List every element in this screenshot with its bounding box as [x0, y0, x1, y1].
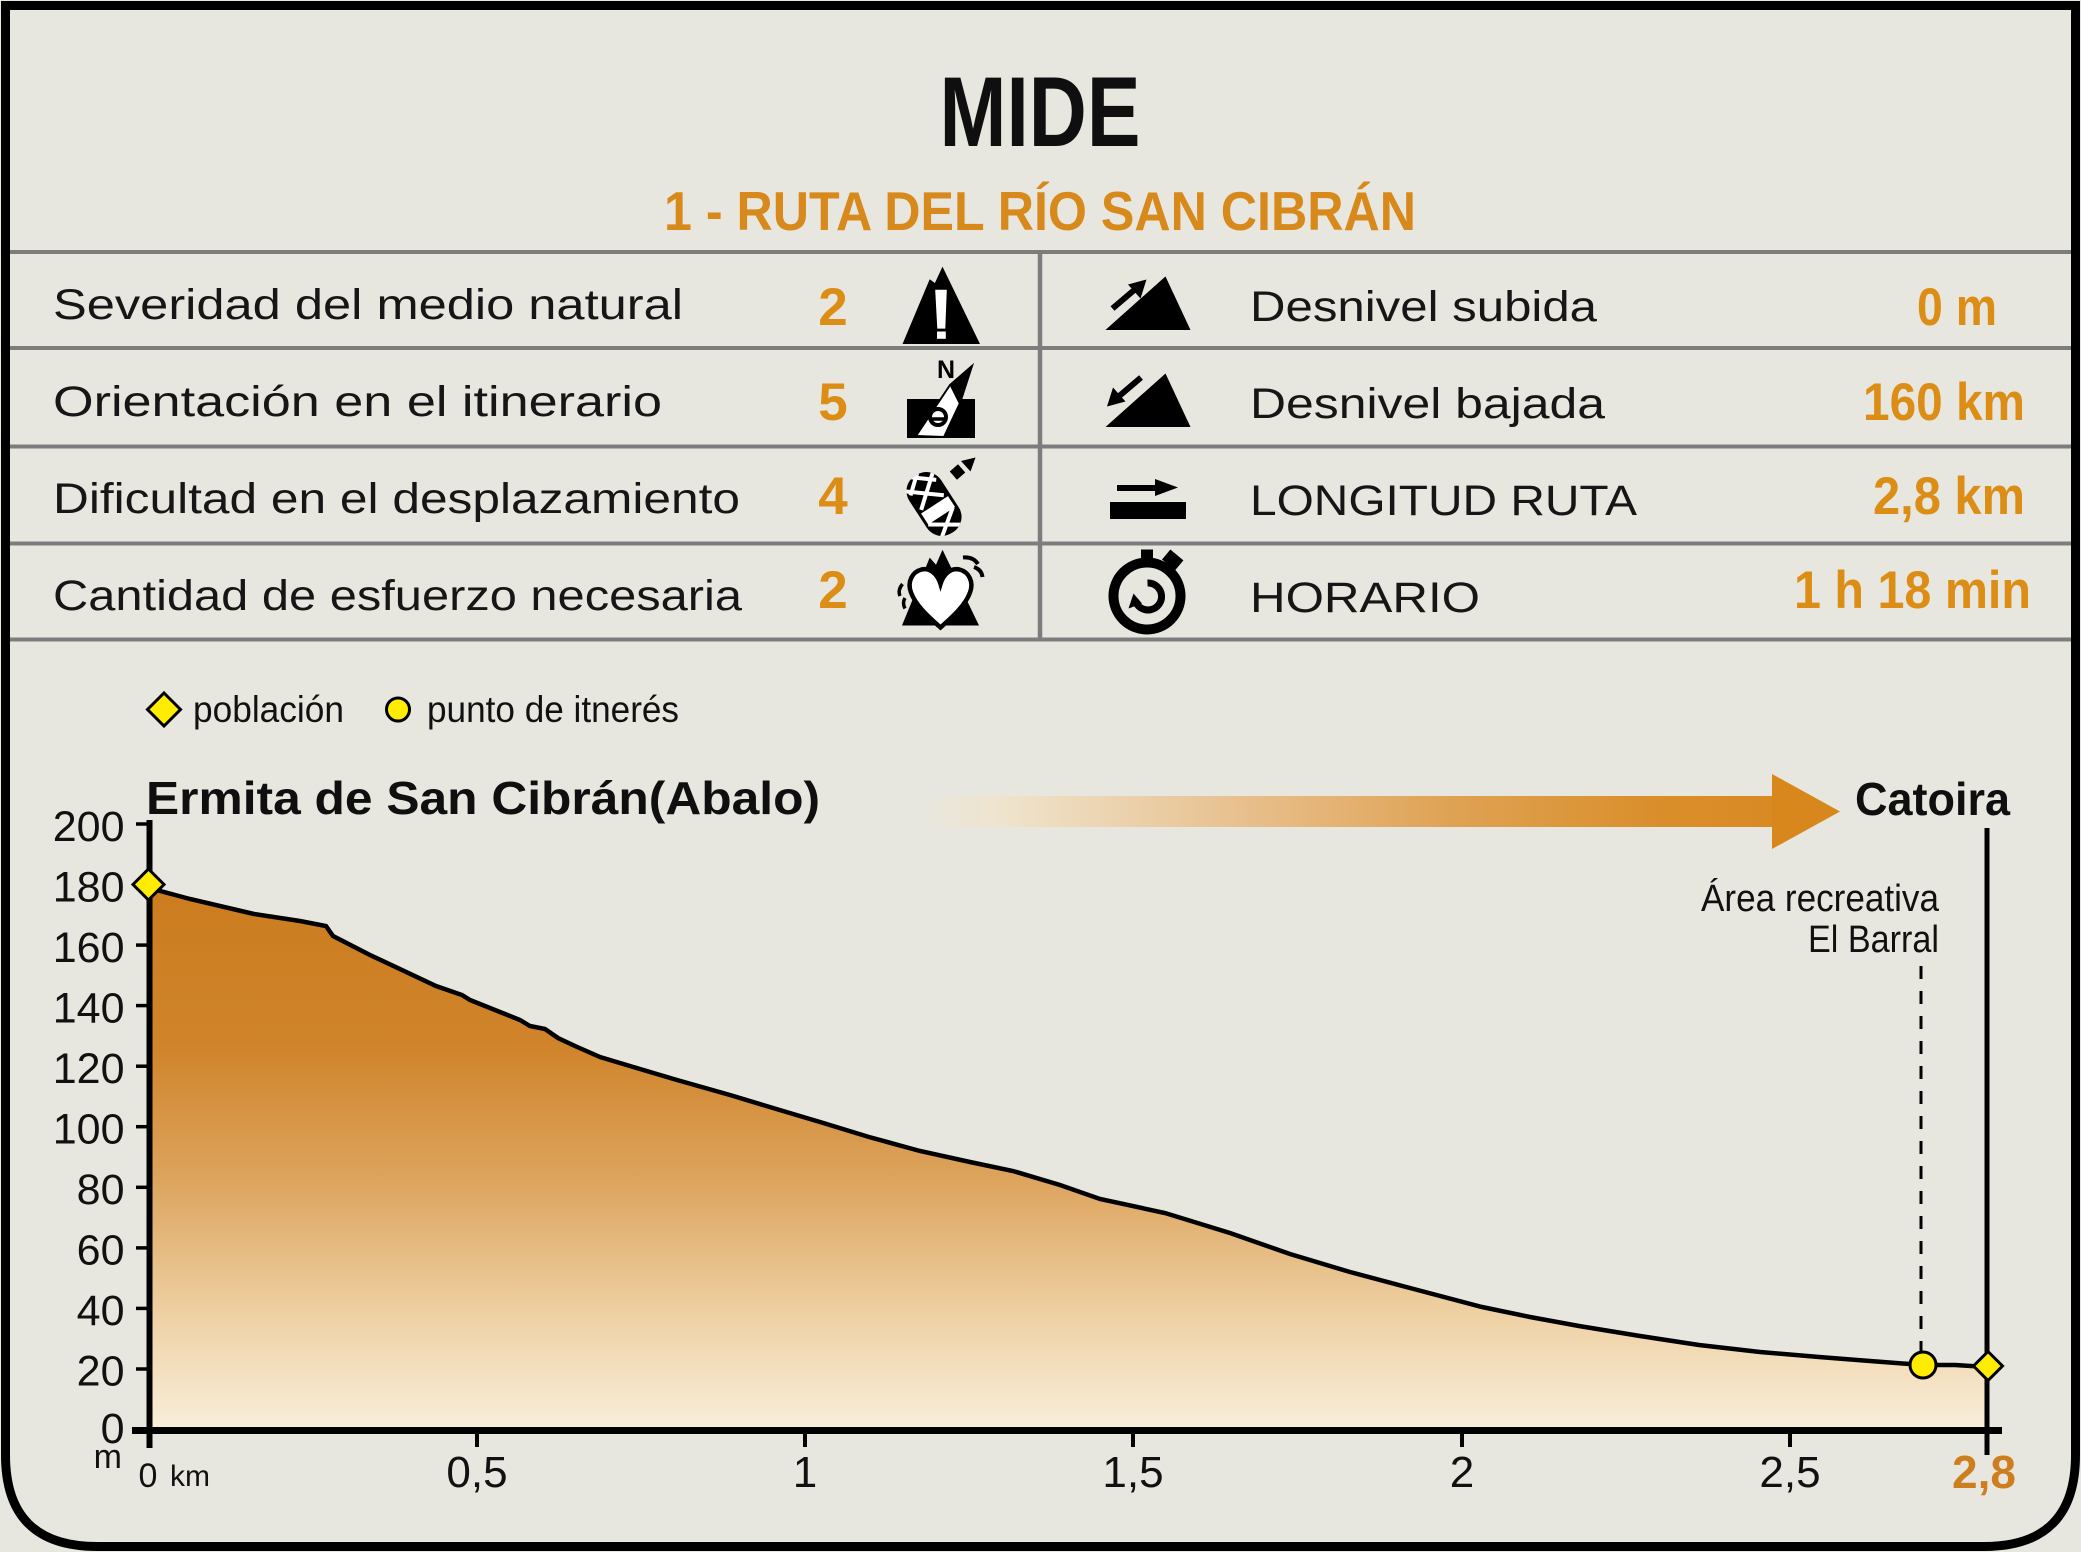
svg-text:140: 140: [53, 985, 125, 1033]
svg-text:Dificultad en el desplazamient: Dificultad en el desplazamiento: [53, 475, 740, 523]
svg-text:180: 180: [53, 864, 125, 912]
svg-text:LONGITUD RUTA: LONGITUD RUTA: [1250, 477, 1637, 525]
svg-text:punto de itnerés: punto de itnerés: [427, 689, 679, 730]
svg-text:200: 200: [53, 803, 125, 851]
svg-text:1 - RUTA DEL RÍO SAN CIBRÁN: 1 - RUTA DEL RÍO SAN CIBRÁN: [664, 180, 1416, 242]
svg-text:2: 2: [1450, 1448, 1474, 1497]
svg-text:N: N: [937, 356, 955, 384]
svg-text:Severidad del medio natural: Severidad del medio natural: [53, 281, 683, 329]
svg-text:Desnivel bajada: Desnivel bajada: [1250, 380, 1605, 428]
svg-text:HORARIO: HORARIO: [1250, 574, 1480, 622]
svg-text:2: 2: [818, 278, 847, 337]
svg-text:0: 0: [101, 1405, 125, 1453]
svg-text:100: 100: [53, 1106, 125, 1154]
svg-text:80: 80: [77, 1166, 125, 1214]
svg-text:60: 60: [77, 1227, 125, 1275]
svg-text:Área recreativa: Área recreativa: [1701, 877, 1940, 920]
svg-text:2,5: 2,5: [1759, 1448, 1820, 1497]
svg-text:0 m: 0 m: [1917, 278, 1997, 337]
svg-text:2: 2: [818, 561, 847, 620]
svg-text:120: 120: [53, 1045, 125, 1093]
svg-text:1,5: 1,5: [1102, 1448, 1163, 1497]
svg-text:0: 0: [139, 1457, 158, 1495]
svg-text:MIDE: MIDE: [940, 56, 1141, 167]
svg-text:Cantidad de esfuerzo necesaria: Cantidad de esfuerzo necesaria: [53, 572, 742, 620]
svg-text:Catoira: Catoira: [1855, 773, 2010, 825]
svg-text:1 h 18 min: 1 h 18 min: [1794, 561, 2031, 620]
svg-text:m: m: [94, 1438, 122, 1476]
svg-text:El Barral: El Barral: [1808, 919, 1939, 961]
svg-text:1: 1: [793, 1448, 817, 1497]
svg-text:5: 5: [818, 373, 847, 432]
svg-text:0,5: 0,5: [446, 1448, 507, 1497]
svg-text:2,8: 2,8: [1952, 1446, 2016, 1498]
svg-text:160 km: 160 km: [1863, 373, 2025, 432]
svg-text:20: 20: [77, 1348, 125, 1396]
svg-text:2,8 km: 2,8 km: [1873, 467, 2025, 526]
svg-text:4: 4: [818, 467, 848, 526]
svg-text:Desnivel subida: Desnivel subida: [1250, 283, 1597, 331]
svg-text:40: 40: [77, 1287, 125, 1335]
svg-text:160: 160: [53, 924, 125, 972]
svg-text:Orientación en el itinerario: Orientación en el itinerario: [53, 378, 662, 426]
svg-text:km: km: [170, 1460, 210, 1493]
svg-text:Ermita de San Cibrán(Abalo): Ermita de San Cibrán(Abalo): [146, 772, 820, 824]
svg-text:población: población: [193, 689, 344, 730]
